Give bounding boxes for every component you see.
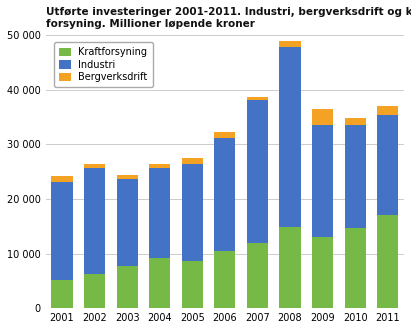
Bar xyxy=(247,97,268,100)
Bar xyxy=(149,168,170,258)
Bar xyxy=(279,42,300,47)
Bar xyxy=(344,228,366,308)
Bar xyxy=(377,115,398,215)
Bar xyxy=(279,227,300,308)
Bar xyxy=(84,164,105,168)
Bar xyxy=(51,177,73,182)
Bar xyxy=(117,266,138,308)
Bar xyxy=(182,261,203,308)
Bar xyxy=(214,251,236,308)
Bar xyxy=(312,125,333,237)
Bar xyxy=(312,109,333,125)
Bar xyxy=(51,182,73,280)
Text: Utførte investeringer 2001-2011. Industri, bergverksdrift og kraft-
forsyning. M: Utførte investeringer 2001-2011. Industr… xyxy=(46,7,411,28)
Bar xyxy=(84,168,105,274)
Bar xyxy=(312,237,333,308)
Bar xyxy=(182,158,203,164)
Bar xyxy=(117,175,138,179)
Bar xyxy=(344,125,366,228)
Bar xyxy=(214,132,236,138)
Bar xyxy=(214,138,236,251)
Bar xyxy=(247,243,268,308)
Bar xyxy=(84,274,105,308)
Bar xyxy=(117,179,138,266)
Bar xyxy=(279,47,300,227)
Bar xyxy=(377,106,398,115)
Bar xyxy=(377,215,398,308)
Bar xyxy=(247,100,268,243)
Legend: Kraftforsyning, Industri, Bergverksdrift: Kraftforsyning, Industri, Bergverksdrift xyxy=(54,43,152,87)
Bar xyxy=(149,258,170,308)
Bar xyxy=(51,280,73,308)
Bar xyxy=(182,164,203,261)
Bar xyxy=(344,118,366,125)
Bar xyxy=(149,164,170,168)
